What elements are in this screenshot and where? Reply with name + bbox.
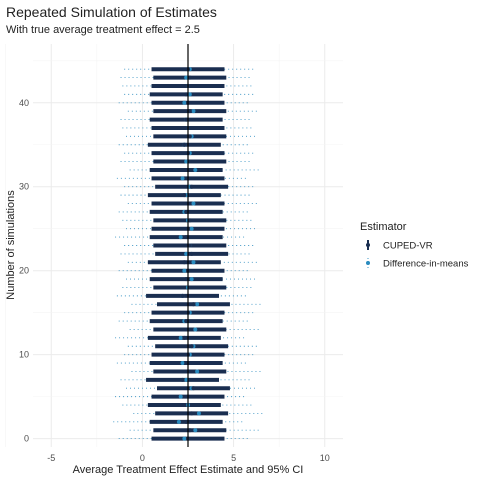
point-cuped-vr [187, 75, 192, 80]
point-difference-in-means [178, 394, 183, 399]
point-cuped-vr [187, 134, 192, 139]
point-cuped-vr [187, 243, 192, 248]
y-tick-label: 30 [19, 182, 29, 192]
legend-key [366, 258, 370, 268]
point-cuped-vr [184, 277, 189, 282]
point-difference-in-means [195, 369, 200, 374]
point-difference-in-means [182, 268, 187, 273]
point-cuped-vr [187, 218, 192, 223]
point-cuped-vr [187, 369, 192, 374]
point-cuped-vr [184, 117, 189, 122]
legend-key-point [366, 243, 370, 247]
point-difference-in-means [176, 419, 181, 424]
y-tick-label: 40 [19, 98, 29, 108]
point-cuped-vr [189, 184, 194, 189]
point-cuped-vr [182, 403, 187, 408]
y-tick-label: 0 [24, 434, 29, 444]
point-cuped-vr [184, 419, 189, 424]
legend-label: Difference-in-means [383, 259, 469, 270]
point-cuped-vr [182, 193, 187, 198]
point-difference-in-means [193, 167, 198, 172]
point-difference-in-means [196, 411, 201, 416]
legend-title: Estimator [360, 221, 407, 233]
point-cuped-vr [189, 344, 194, 349]
point-difference-in-means [189, 226, 194, 231]
confidence-intervals [113, 67, 265, 441]
legend-key-point [366, 261, 370, 265]
chart-subtitle: With true average treatment effect = 2.5 [6, 24, 200, 36]
point-difference-in-means [187, 92, 192, 97]
y-axis-label: Number of simulations [5, 190, 17, 300]
point-cuped-vr [184, 361, 189, 366]
point-cuped-vr [189, 251, 194, 256]
point-difference-in-means [184, 75, 189, 80]
point-cuped-vr [191, 302, 196, 307]
point-cuped-vr [182, 142, 187, 147]
point-cuped-vr [187, 109, 192, 114]
point-difference-in-means [193, 428, 198, 433]
point-difference-in-means [193, 327, 198, 332]
x-tick-label: 5 [231, 453, 236, 463]
point-cuped-vr [180, 293, 185, 298]
point-cuped-vr [182, 335, 187, 340]
point-difference-in-means [191, 260, 196, 265]
tick-labels: -5 0 5 10 0 10 20 30 40 [19, 98, 330, 463]
y-tick-label: 20 [19, 266, 29, 276]
point-difference-in-means [182, 100, 187, 105]
point-difference-in-means [178, 235, 183, 240]
point-difference-in-means [191, 109, 196, 114]
x-axis-label: Average Treatment Effect Estimate and 95… [73, 464, 304, 476]
point-cuped-vr [182, 260, 187, 265]
point-cuped-vr [184, 92, 189, 97]
x-tick-label: -5 [47, 453, 55, 463]
point-difference-in-means [184, 377, 189, 382]
point-difference-in-means [195, 302, 200, 307]
point-estimates [176, 67, 201, 441]
x-tick-label: 0 [140, 453, 145, 463]
legend-label: CUPED-VR [383, 241, 433, 252]
y-tick-label: 10 [19, 350, 29, 360]
point-cuped-vr [187, 428, 192, 433]
point-cuped-vr [184, 319, 189, 324]
point-difference-in-means [189, 277, 194, 282]
point-cuped-vr [184, 235, 189, 240]
x-tick-label: 10 [320, 453, 330, 463]
point-cuped-vr [187, 159, 192, 164]
point-difference-in-means [182, 436, 187, 441]
point-difference-in-means [180, 361, 185, 366]
point-cuped-vr [189, 411, 194, 416]
point-difference-in-means [184, 159, 189, 164]
chart-title: Repeated Simulation of Estimates [6, 4, 217, 20]
point-cuped-vr [184, 167, 189, 172]
point-cuped-vr [184, 209, 189, 214]
point-cuped-vr [191, 386, 196, 391]
legend-key [366, 240, 370, 250]
legend: Estimator CUPED-VR Difference-in-means [360, 221, 469, 270]
point-difference-in-means [191, 201, 196, 206]
point-cuped-vr [180, 377, 185, 382]
point-difference-in-means [178, 335, 183, 340]
point-cuped-vr [187, 285, 192, 290]
point-difference-in-means [184, 251, 189, 256]
point-difference-in-means [180, 176, 185, 181]
point-cuped-vr [187, 327, 192, 332]
